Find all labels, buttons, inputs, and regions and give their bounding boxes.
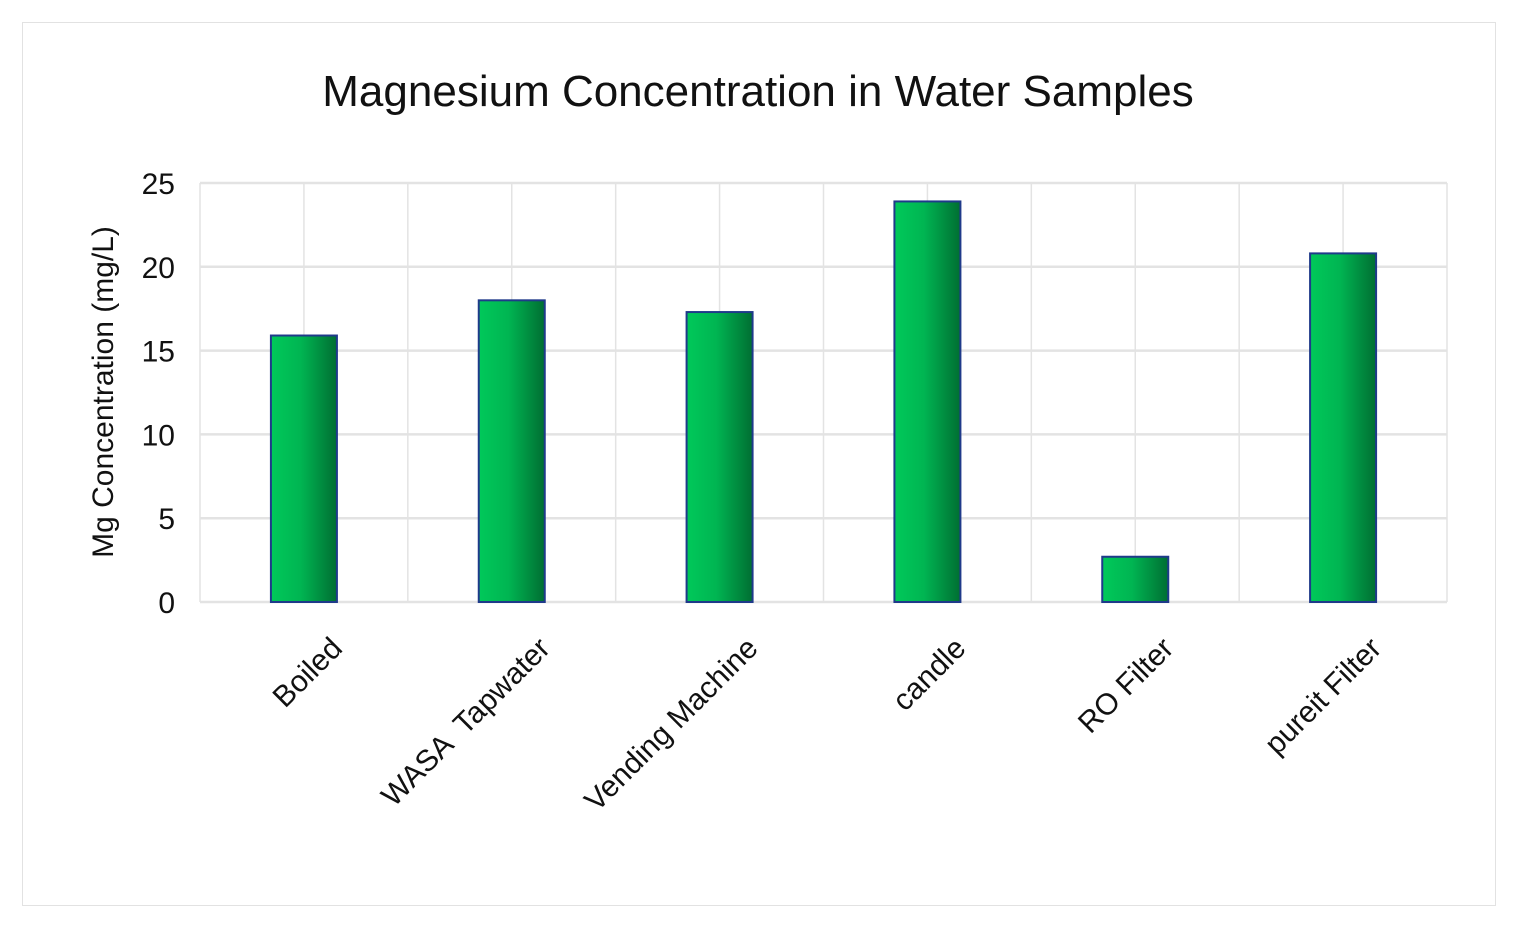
bar	[269, 334, 338, 603]
x-tick-label: Boiled	[267, 632, 349, 714]
y-tick-label: 0	[158, 587, 175, 620]
y-tick-label: 20	[142, 252, 175, 285]
bar	[1309, 252, 1378, 603]
bar	[477, 299, 546, 603]
bar	[685, 311, 754, 603]
x-tick-label: RO Filter	[1072, 632, 1180, 740]
bar	[893, 200, 962, 603]
y-tick-label: 5	[158, 503, 175, 536]
y-tick-label: 25	[142, 168, 175, 201]
x-tick-label: Vending Machine	[578, 632, 764, 818]
y-tick-label: 10	[142, 419, 175, 452]
bar	[1101, 555, 1170, 603]
y-tick-label: 15	[142, 336, 175, 369]
chart-title: Magnesium Concentration in Water Samples	[322, 67, 1193, 116]
x-tick-label: pureit Filter	[1259, 632, 1388, 761]
y-axis-label: Mg Concentration (mg/L)	[87, 226, 120, 558]
x-tick-label: candle	[887, 632, 973, 718]
chart-frame	[22, 22, 1496, 906]
x-tick-label: WASA Tapwater	[375, 632, 556, 813]
